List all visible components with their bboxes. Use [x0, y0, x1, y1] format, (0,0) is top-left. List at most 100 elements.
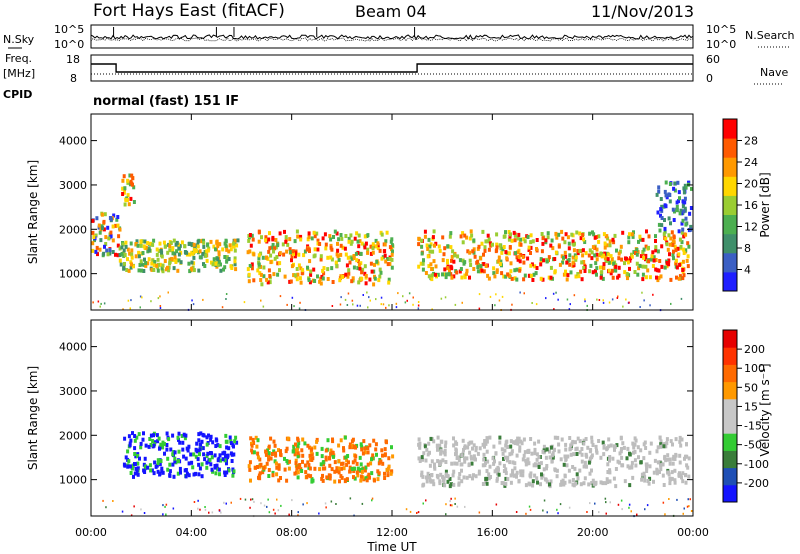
data-cell	[542, 467, 546, 472]
data-cell	[228, 435, 232, 440]
data-cell	[167, 268, 171, 273]
data-cell	[498, 435, 502, 440]
data-cell	[527, 461, 531, 466]
data-cell	[477, 244, 481, 249]
data-cell	[321, 236, 325, 241]
data-cell	[433, 466, 437, 471]
data-cell	[650, 254, 654, 259]
data-speckle	[162, 513, 164, 516]
data-cell	[197, 472, 201, 477]
velocity-colorbar-swatch	[723, 484, 737, 503]
data-cell	[356, 266, 360, 271]
data-cell	[625, 256, 629, 261]
data-speckle	[461, 301, 463, 304]
data-cell	[252, 252, 256, 257]
data-cell	[146, 261, 150, 266]
data-cell	[529, 474, 533, 479]
data-cell	[524, 458, 528, 463]
data-cell	[312, 267, 316, 272]
data-cell	[122, 248, 126, 253]
data-cell	[428, 450, 431, 455]
data-cell	[666, 453, 670, 458]
data-cell	[366, 462, 370, 467]
data-cell	[603, 241, 607, 246]
data-speckle	[568, 506, 571, 509]
data-cell	[555, 468, 559, 473]
data-cell	[301, 459, 304, 464]
data-cell	[287, 466, 291, 471]
data-cell	[671, 442, 674, 447]
data-cell	[290, 254, 294, 259]
data-cell	[649, 257, 653, 262]
data-cell	[609, 271, 613, 276]
data-cell	[116, 215, 120, 219]
data-cell	[290, 264, 294, 269]
data-cell	[333, 479, 337, 484]
data-cell	[248, 233, 252, 237]
data-cell	[641, 250, 645, 254]
data-cell	[455, 461, 459, 466]
data-cell	[339, 233, 343, 237]
data-cell	[315, 451, 319, 456]
data-cell	[300, 469, 304, 473]
data-speckle	[260, 299, 262, 302]
data-cell	[648, 450, 652, 455]
data-cell	[508, 452, 512, 457]
data-cell	[553, 435, 557, 440]
data-cell	[531, 239, 535, 244]
data-cell	[442, 476, 446, 481]
data-cell	[98, 230, 102, 235]
data-cell	[385, 440, 388, 445]
data-cell	[505, 439, 509, 444]
data-cell	[564, 442, 568, 447]
y-tick-label: 4000	[59, 135, 87, 148]
data-cell	[152, 268, 156, 272]
x-tick-label: 12:00	[376, 526, 408, 539]
data-cell	[681, 471, 685, 476]
data-cell	[326, 277, 330, 281]
data-cell	[438, 481, 442, 486]
data-cell	[121, 192, 125, 196]
data-cell	[303, 249, 307, 254]
data-cell	[474, 448, 478, 453]
data-speckle	[689, 498, 691, 501]
data-cell	[469, 454, 473, 459]
data-cell	[560, 437, 564, 442]
data-cell	[159, 459, 163, 463]
data-cell	[494, 451, 498, 456]
data-cell	[181, 447, 185, 452]
data-cell	[678, 262, 682, 267]
data-cell	[310, 452, 314, 457]
data-cell	[583, 269, 587, 273]
data-cell	[341, 461, 345, 466]
data-cell	[641, 237, 645, 242]
data-cell	[632, 450, 635, 455]
data-cell	[370, 269, 374, 274]
data-cell	[347, 271, 351, 276]
data-cell	[436, 446, 440, 451]
data-cell	[301, 270, 305, 275]
data-cell	[689, 224, 693, 229]
data-cell	[516, 236, 520, 241]
data-cell	[663, 218, 666, 222]
data-cell	[165, 431, 169, 436]
data-cell	[566, 235, 570, 240]
noise-left-label: N.Sky	[3, 33, 35, 46]
data-cell	[681, 268, 685, 272]
data-speckle	[478, 293, 481, 296]
data-cell	[614, 264, 618, 269]
data-cell	[439, 451, 443, 456]
data-cell	[511, 460, 515, 465]
power-ylabel: Slant Range [km]	[26, 160, 40, 264]
data-cell	[177, 437, 180, 442]
data-cell	[257, 265, 261, 269]
data-speckle	[489, 295, 492, 298]
data-speckle	[416, 512, 418, 514]
data-cell	[192, 242, 196, 247]
data-cell	[306, 460, 310, 465]
data-speckle	[218, 509, 221, 512]
data-cell	[375, 259, 379, 264]
data-cell	[342, 466, 346, 471]
data-cell	[552, 447, 556, 452]
data-cell	[256, 465, 259, 469]
